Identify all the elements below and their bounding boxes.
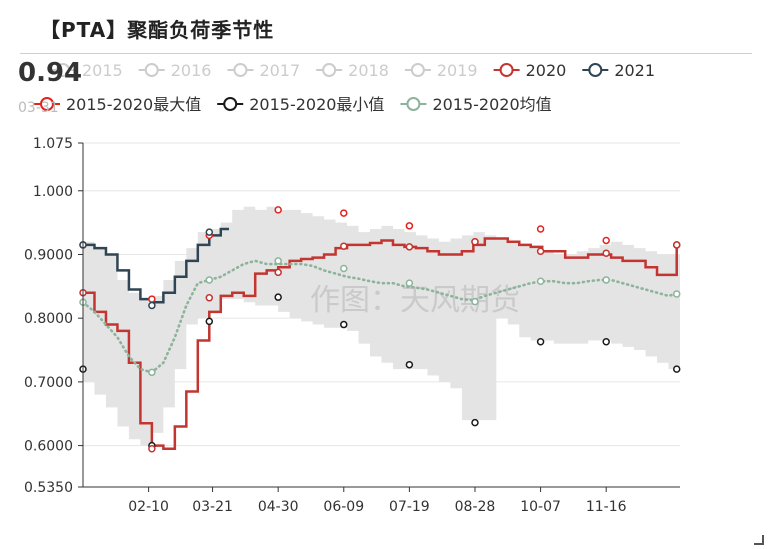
legend-item-2015[interactable]: 2015 xyxy=(50,61,123,80)
legend-label: 2020 xyxy=(526,61,567,80)
legend-label: 2018 xyxy=(348,61,389,80)
marker-min xyxy=(340,320,348,329)
marker-min xyxy=(536,338,545,346)
legend-item-2017[interactable]: 2017 xyxy=(227,61,300,80)
marker-min xyxy=(205,317,214,326)
marker-s2020 xyxy=(205,294,214,302)
marker-min xyxy=(672,365,681,373)
legend-label: 2015-2020最大值 xyxy=(66,95,201,114)
y-tick-label: 0.6000 xyxy=(24,439,73,455)
page-title: 【PTA】聚酯负荷季节性 xyxy=(40,18,275,42)
marker-avg xyxy=(536,277,545,285)
watermark-text: 作图：天风期货 xyxy=(310,283,520,318)
x-tick-label: 11-16 xyxy=(586,499,627,515)
x-tick-label: 06-09 xyxy=(323,499,364,515)
x-tick-label: 03-21 xyxy=(192,499,233,515)
legend-label: 2015-2020最小值 xyxy=(249,95,384,114)
marker-s2021 xyxy=(205,228,214,236)
marker-max xyxy=(602,236,610,245)
y-tick-label: 1.075 xyxy=(33,136,73,152)
legend-symbol-icon xyxy=(223,97,238,111)
legend-item-2015-2020最大值[interactable]: 2015-2020最大值 xyxy=(34,95,201,114)
marker-avg xyxy=(405,279,414,287)
legend-item-2018[interactable]: 2018 xyxy=(316,61,389,80)
marker-s2020 xyxy=(672,241,681,249)
marker-max xyxy=(340,209,348,217)
legend-item-2015-2020均值[interactable]: 2015-2020均值 xyxy=(400,95,552,114)
y-tick-label: 0.9000 xyxy=(24,247,73,263)
legend-symbol-icon xyxy=(144,63,159,77)
marker-min xyxy=(274,293,282,301)
x-tick-label: 07-19 xyxy=(389,499,430,515)
marker-max xyxy=(148,295,156,303)
marker-s2020 xyxy=(340,242,348,250)
legend-label: 2016 xyxy=(171,61,212,80)
marker-s2020 xyxy=(471,237,479,246)
marker-avg xyxy=(340,264,348,273)
marker-min xyxy=(405,360,414,369)
legend-symbol-icon xyxy=(56,63,70,77)
marker-avg xyxy=(471,297,479,306)
x-tick-label: 10-07 xyxy=(520,499,561,515)
legend-symbol-icon xyxy=(40,97,54,111)
marker-avg xyxy=(205,276,214,284)
legend-label: 2019 xyxy=(437,61,478,80)
marker-s2020 xyxy=(405,243,414,251)
legend-symbol-icon xyxy=(588,63,603,77)
legend-symbol-icon xyxy=(410,63,425,77)
marker-max xyxy=(536,225,545,233)
legend-item-2020[interactable]: 2020 xyxy=(493,61,567,80)
marker-min xyxy=(471,418,479,427)
range-band xyxy=(83,206,680,446)
tooltip-value: 0.94 xyxy=(18,58,83,88)
legend-label: 2017 xyxy=(259,61,300,80)
legend-item-2016[interactable]: 2016 xyxy=(138,61,212,80)
legend-symbol-icon xyxy=(233,63,248,77)
marker-s2021 xyxy=(148,301,156,310)
tooltip-date: 03-31 xyxy=(18,100,59,116)
marker-s2020 xyxy=(148,445,156,453)
marker-avg xyxy=(148,368,156,377)
x-tick-label: 08-28 xyxy=(455,499,496,515)
y-tick-label: 1.000 xyxy=(33,184,73,200)
y-tick-label: 0.5350 xyxy=(24,480,73,496)
marker-min xyxy=(602,338,610,346)
marker-max xyxy=(405,222,414,230)
legend-symbol-icon xyxy=(499,63,514,77)
legend-symbol-icon xyxy=(406,97,421,111)
legend-label: 2015-2020均值 xyxy=(432,95,551,114)
resize-handle-icon[interactable] xyxy=(754,535,764,545)
x-tick-label: 04-30 xyxy=(258,499,299,515)
series-line-2020 xyxy=(83,237,680,451)
legend-item-2015-2020最小值[interactable]: 2015-2020最小值 xyxy=(217,95,384,114)
marker-avg xyxy=(274,257,282,265)
legend-label: 2015 xyxy=(82,61,123,80)
marker-s2020 xyxy=(274,268,282,277)
legend-symbol-icon xyxy=(322,63,337,77)
title-divider xyxy=(20,53,752,54)
y-tick-label: 0.8000 xyxy=(24,311,73,327)
y-tick-label: 0.7000 xyxy=(24,375,73,391)
marker-s2020 xyxy=(536,247,545,256)
marker-s2020 xyxy=(602,249,610,257)
legend-label: 2021 xyxy=(614,61,655,80)
series-line-2021 xyxy=(83,227,229,304)
x-tick-label: 02-10 xyxy=(128,499,169,515)
series-line-2015-2020均值 xyxy=(81,259,682,374)
legend-item-2019[interactable]: 2019 xyxy=(404,61,478,80)
marker-avg xyxy=(672,290,681,298)
marker-max xyxy=(274,206,282,214)
marker-avg xyxy=(602,276,610,284)
legend-item-2021[interactable]: 2021 xyxy=(582,61,655,80)
